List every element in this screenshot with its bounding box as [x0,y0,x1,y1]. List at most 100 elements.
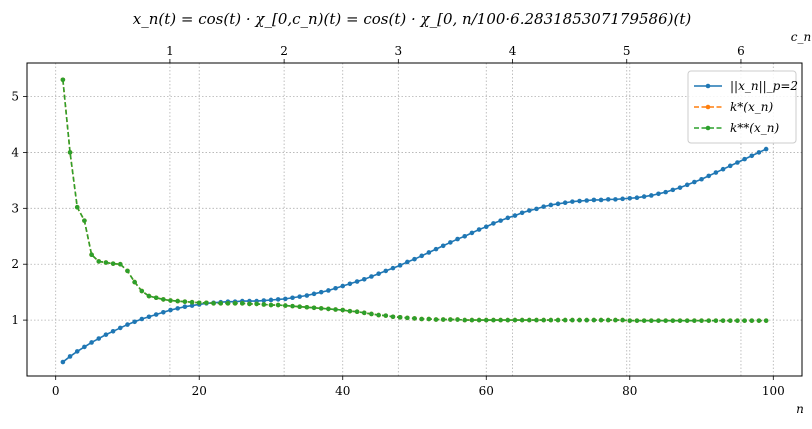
data-point-s0 [735,160,740,165]
data-point-s0 [720,166,726,172]
data-point-s0 [390,265,396,271]
data-point-s2 [763,318,769,323]
data-point-s2 [649,318,654,323]
data-point-s0 [125,322,130,327]
data-point-s0 [498,218,503,223]
chart-title: x_n(t) = cos(t) · χ_[0,c_n)(t) = cos(t) … [133,10,692,28]
data-point-s2 [103,260,109,265]
data-point-s0 [347,281,353,287]
x-tick-label: 0 [52,384,60,398]
data-point-s2 [347,308,353,314]
data-point-s2 [196,300,202,306]
data-point-s0 [96,336,102,341]
x2-tick-label: 1 [166,44,174,58]
data-point-s2 [60,77,66,83]
data-point-s0 [756,150,762,155]
data-point-s0 [627,195,633,201]
data-point-s2 [692,318,697,323]
data-point-s2 [656,318,661,323]
data-point-s2 [742,318,747,323]
legend-marker-2 [705,125,711,131]
data-point-s0 [168,307,173,313]
data-point-s2 [756,318,762,323]
data-point-s0 [706,173,712,179]
data-point-s0 [684,182,690,188]
data-point-s2 [340,307,346,313]
data-point-s2 [82,218,87,223]
data-point-s2 [283,303,288,308]
data-point-s2 [153,295,159,301]
data-point-s2 [548,317,554,323]
data-point-s0 [742,156,747,162]
data-point-s0 [82,344,87,350]
data-point-s2 [390,314,396,320]
data-point-s0 [534,206,539,212]
data-point-s2 [541,317,546,323]
data-point-s0 [397,263,403,268]
data-point-s2 [232,301,238,306]
data-point-s2 [577,317,582,323]
data-point-s0 [304,293,310,298]
data-point-s2 [318,306,324,311]
data-point-s2 [491,317,496,323]
data-point-s2 [218,301,224,306]
data-point-s0 [541,204,546,209]
data-point-s0 [67,354,73,359]
legend-label-2: k**(x_n) [730,121,779,135]
data-point-s0 [699,176,704,182]
grid [27,63,802,376]
data-point-s2 [204,300,209,306]
data-point-s2 [562,317,568,323]
data-point-s2 [591,317,597,323]
data-point-s0 [426,250,432,255]
data-point-s0 [117,325,123,331]
data-point-s0 [577,198,582,204]
data-point-s2 [713,318,719,323]
data-point-s2 [598,317,604,323]
data-point-s0 [727,163,733,169]
data-point-s0 [663,189,668,195]
series-line-1 [62,79,767,322]
y-tick-label: 4 [11,145,19,159]
y-tick-label: 5 [11,90,19,104]
data-point-s2 [469,317,475,323]
data-point-s2 [749,318,755,323]
data-point-s2 [125,268,130,274]
data-point-s2 [361,310,367,316]
data-point-s2 [261,302,267,307]
data-point-s2 [570,317,575,323]
data-point-s2 [419,316,424,322]
data-point-s0 [103,332,109,337]
data-point-s0 [448,240,453,245]
data-point-s0 [333,285,338,291]
data-point-s2 [397,315,403,320]
data-point-s0 [412,256,417,262]
data-point-s0 [649,193,654,198]
x2-tick-label: 3 [395,44,403,58]
x-tick-label: 80 [622,384,637,398]
data-point-s2 [613,317,618,323]
data-point-s2 [476,317,482,323]
data-point-s2 [627,318,633,323]
data-point-s2 [89,252,94,258]
data-point-s0 [340,283,346,289]
legend-label-0: ||x_n||_p=2 [730,79,798,93]
data-point-s0 [670,187,676,193]
data-point-s0 [440,243,446,249]
data-point-s0 [605,197,611,202]
data-point-s2 [512,317,518,323]
data-point-s2 [620,317,625,323]
data-point-s2 [555,317,561,323]
data-point-s0 [153,312,159,317]
data-point-s0 [283,296,288,302]
data-point-s2 [175,298,180,304]
data-point-s0 [110,328,116,334]
x-tick-label: 20 [192,384,207,398]
data-point-s0 [634,195,640,201]
data-point-s2 [383,313,389,318]
data-point-s2 [440,317,446,322]
data-point-s2 [74,204,80,210]
data-point-s2 [326,306,331,312]
data-point-s0 [483,224,489,230]
